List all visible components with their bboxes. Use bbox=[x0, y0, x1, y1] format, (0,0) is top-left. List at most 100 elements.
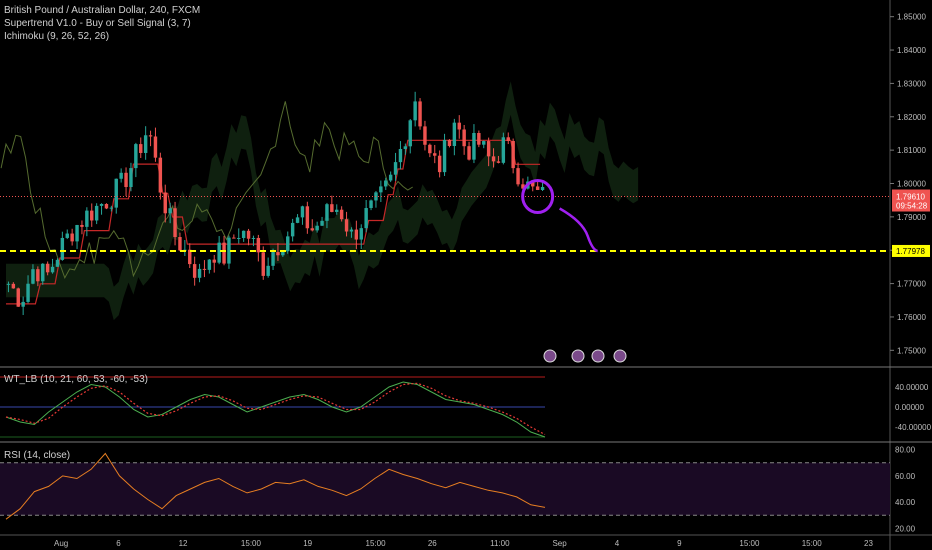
price-tick-label: 1.75000 bbox=[897, 346, 926, 355]
price-tick-label: 1.83000 bbox=[897, 79, 926, 88]
candle-body bbox=[50, 266, 55, 273]
candle-body bbox=[276, 252, 280, 256]
wt-slow-line bbox=[5, 382, 546, 436]
candle-body bbox=[148, 135, 153, 137]
event-flag-icon bbox=[543, 349, 557, 363]
candle-body bbox=[80, 224, 84, 227]
candle-body bbox=[11, 283, 16, 289]
candle-body bbox=[16, 288, 20, 307]
candle-body bbox=[94, 205, 99, 221]
candle-body bbox=[423, 126, 427, 145]
candle-body bbox=[398, 148, 403, 163]
candle-body bbox=[227, 237, 231, 264]
candle-body bbox=[65, 233, 69, 238]
time-tick-label: 15:00 bbox=[802, 539, 823, 548]
wt-legend[interactable]: WT_LB (10, 21, 60, 53, -60, -53) bbox=[4, 374, 148, 385]
candle-body bbox=[134, 144, 138, 169]
candle-body bbox=[197, 268, 202, 278]
candle-body bbox=[462, 129, 466, 147]
candle-body bbox=[305, 206, 310, 229]
time-tick-label: 15:00 bbox=[366, 539, 387, 548]
candle-body bbox=[457, 122, 461, 130]
cloud-area bbox=[6, 81, 639, 321]
ichimoku-legend[interactable]: Ichimoku (9, 26, 52, 26) bbox=[4, 31, 110, 42]
candle-body bbox=[246, 230, 251, 239]
candle-body bbox=[192, 264, 197, 278]
candle-body bbox=[320, 220, 324, 226]
candle-body bbox=[364, 208, 368, 229]
candle-body bbox=[477, 133, 481, 145]
candle-body bbox=[256, 237, 261, 253]
candle-body bbox=[384, 180, 388, 187]
candle-body bbox=[55, 259, 60, 267]
candle-body bbox=[153, 136, 158, 158]
candle-body bbox=[85, 210, 89, 227]
candle-body bbox=[506, 137, 510, 141]
candle-body bbox=[486, 141, 491, 157]
support-price-tag bbox=[892, 244, 930, 257]
candle-body bbox=[163, 192, 167, 214]
candle-body bbox=[354, 229, 359, 240]
time-tick-label: 23 bbox=[864, 539, 873, 548]
candle-body bbox=[330, 204, 334, 212]
candle-body bbox=[212, 259, 216, 263]
event-flag-icon bbox=[613, 349, 627, 363]
candle-body bbox=[266, 265, 270, 276]
candle-body bbox=[178, 237, 182, 251]
candle-body bbox=[104, 203, 109, 209]
candle-body bbox=[369, 200, 373, 209]
candle-body bbox=[437, 155, 442, 173]
wt-tick-label: -40.00000 bbox=[895, 423, 932, 432]
time-tick-label: 26 bbox=[428, 539, 437, 548]
candle-body bbox=[359, 228, 363, 240]
candle-body bbox=[143, 135, 148, 153]
candle-body bbox=[540, 186, 545, 190]
candle-body bbox=[207, 259, 212, 270]
price-tick-label: 1.80000 bbox=[897, 180, 926, 189]
candle-body bbox=[241, 230, 246, 238]
rsi-tick-label: 20.00 bbox=[895, 524, 916, 533]
price-tick-label: 1.76000 bbox=[897, 313, 926, 322]
annotation-arrow bbox=[559, 207, 598, 253]
time-tick-label: 19 bbox=[303, 539, 312, 548]
rsi-tick-label: 60.00 bbox=[895, 472, 916, 481]
rsi-legend[interactable]: RSI (14, close) bbox=[4, 450, 71, 461]
time-tick-label: Sep bbox=[552, 539, 567, 548]
candle-body bbox=[295, 217, 300, 223]
countdown-label: 09:54:28 bbox=[896, 202, 928, 211]
candle-body bbox=[21, 301, 25, 307]
candle-body bbox=[482, 141, 486, 145]
rsi-band bbox=[0, 462, 890, 516]
candle-body bbox=[447, 139, 452, 147]
price-tick-label: 1.79000 bbox=[897, 213, 926, 222]
supertrend-legend[interactable]: Supertrend V1.0 - Buy or Sell Signal (3,… bbox=[4, 18, 191, 29]
candle-body bbox=[349, 229, 354, 232]
candle-body bbox=[496, 161, 501, 163]
candle-body bbox=[418, 101, 422, 127]
support-price-label: 1.77978 bbox=[896, 247, 925, 256]
candle-body bbox=[139, 144, 143, 153]
time-tick-label: Aug bbox=[54, 539, 68, 548]
candle-body bbox=[339, 209, 344, 220]
time-tick-label: 4 bbox=[615, 539, 620, 548]
candle-body bbox=[90, 210, 94, 221]
candle-body bbox=[388, 174, 393, 181]
candles bbox=[6, 91, 545, 316]
time-tick-label: 11:00 bbox=[490, 539, 510, 548]
candle-body bbox=[300, 206, 305, 218]
time-tick-label: 6 bbox=[116, 539, 121, 548]
candle-body bbox=[433, 153, 437, 156]
current-price-label: 1.79610 bbox=[896, 193, 925, 202]
candle-body bbox=[222, 242, 226, 264]
candle-body bbox=[36, 269, 40, 282]
candle-body bbox=[286, 236, 290, 252]
time-tick-label: 12 bbox=[179, 539, 188, 548]
candle-body bbox=[271, 252, 275, 266]
lagging-span bbox=[0, 101, 413, 280]
wt-fast-line bbox=[5, 381, 546, 438]
price-axis bbox=[890, 0, 932, 550]
candle-body bbox=[119, 172, 123, 179]
candle-body bbox=[491, 156, 496, 162]
candle-body bbox=[408, 120, 412, 147]
